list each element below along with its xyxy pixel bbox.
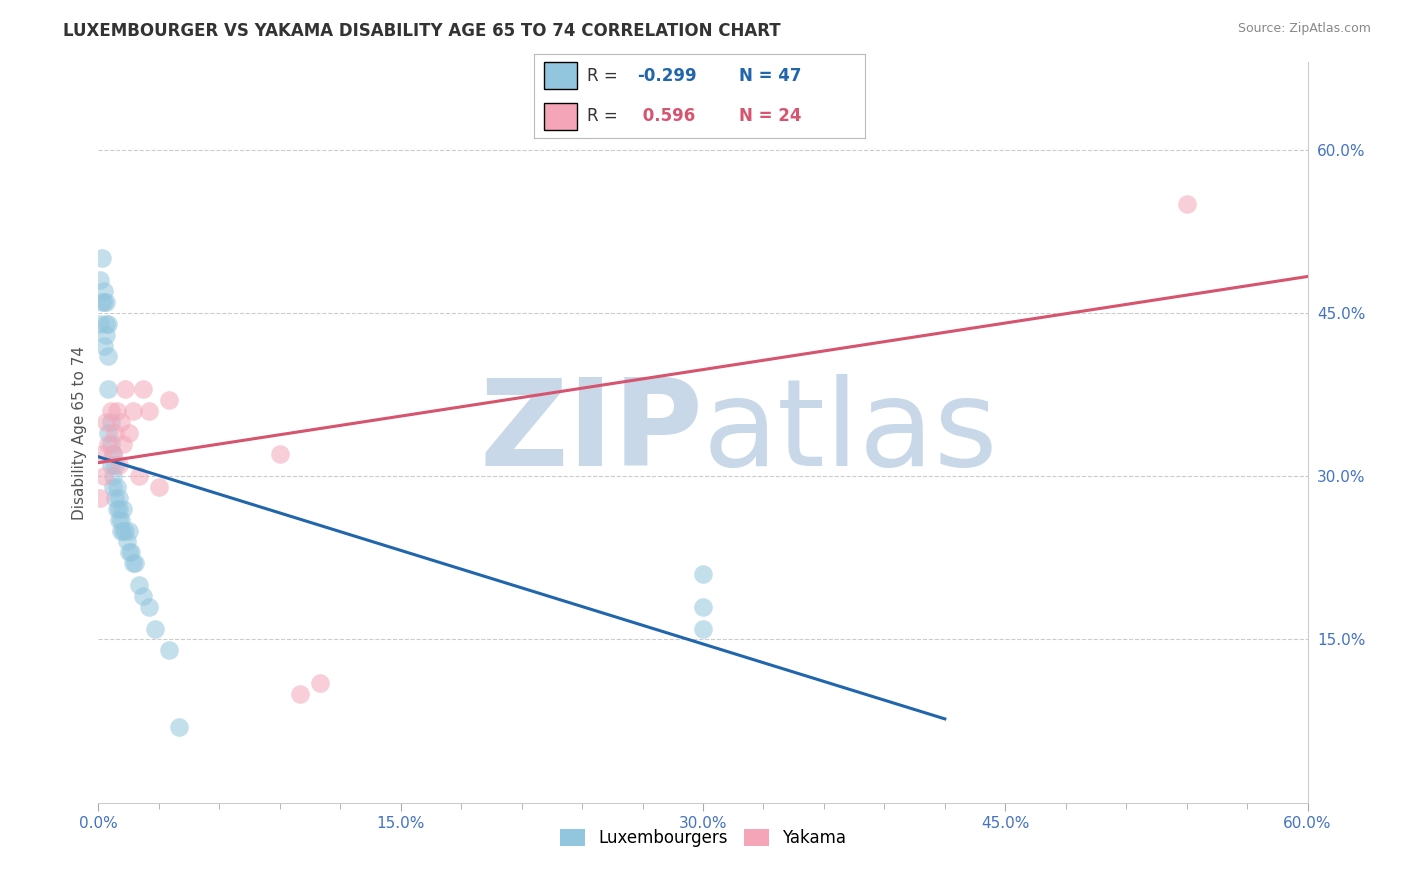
Text: atlas: atlas [703,374,998,491]
Point [157,643,180,657]
Text: Source: ZipAtlas.com: Source: ZipAtlas.com [1237,22,1371,36]
Point [120,545,142,559]
Point [101,469,124,483]
Text: 0.596: 0.596 [637,107,695,125]
Point [101,480,124,494]
Text: N = 47: N = 47 [740,67,801,85]
Text: LUXEMBOURGER VS YAKAMA DISABILITY AGE 65 TO 74 CORRELATION CHART: LUXEMBOURGER VS YAKAMA DISABILITY AGE 65… [63,22,780,40]
Point [100,404,122,418]
Point [103,425,125,440]
Point [111,436,134,450]
Point [93,338,115,352]
Point [97,425,120,440]
Point [107,458,129,473]
Point [91,447,114,461]
Point [1175,197,1198,211]
Point [124,556,146,570]
Point [107,491,129,505]
Point [309,676,332,690]
Point [105,480,128,494]
Point [105,501,128,516]
Point [128,469,150,483]
Point [89,491,111,505]
Point [138,599,160,614]
Text: R =: R = [588,67,623,85]
Point [148,480,170,494]
Point [132,589,155,603]
Point [96,415,118,429]
Point [96,295,118,310]
Point [110,524,132,538]
Point [114,382,136,396]
Point [118,524,141,538]
Point [105,404,128,418]
Point [167,720,190,734]
Point [111,501,134,516]
Point [100,458,122,473]
Point [93,295,115,310]
Legend: Luxembourgers, Yakama: Luxembourgers, Yakama [553,822,853,854]
Point [692,567,714,582]
Point [132,382,155,396]
Point [118,425,141,440]
Y-axis label: Disability Age 65 to 74: Disability Age 65 to 74 [72,345,87,520]
Point [103,458,125,473]
Text: -0.299: -0.299 [637,67,696,85]
Point [138,404,160,418]
Point [97,350,120,364]
Point [107,513,129,527]
Point [103,491,125,505]
Point [107,501,129,516]
Point [93,284,115,298]
Point [118,545,141,559]
Point [91,252,114,266]
Point [692,622,714,636]
Point [96,327,118,342]
Point [115,534,138,549]
Point [93,469,115,483]
Point [97,317,120,331]
Point [110,415,132,429]
Point [121,556,143,570]
Point [89,317,111,331]
Point [110,513,132,527]
Point [101,447,124,461]
FancyBboxPatch shape [544,62,578,89]
Text: R =: R = [588,107,623,125]
Point [143,622,166,636]
Point [101,447,124,461]
Point [97,436,120,450]
Point [91,295,114,310]
Point [121,404,143,418]
Point [114,524,136,538]
Point [692,599,714,614]
Point [100,415,122,429]
Point [128,578,150,592]
Point [96,317,118,331]
Point [288,687,311,701]
FancyBboxPatch shape [544,103,578,130]
Text: N = 24: N = 24 [740,107,801,125]
Point [100,436,122,450]
Text: ZIP: ZIP [479,374,703,491]
Point [97,382,120,396]
Point [157,392,180,407]
Point [111,524,134,538]
Point [269,447,291,461]
Point [89,273,111,287]
